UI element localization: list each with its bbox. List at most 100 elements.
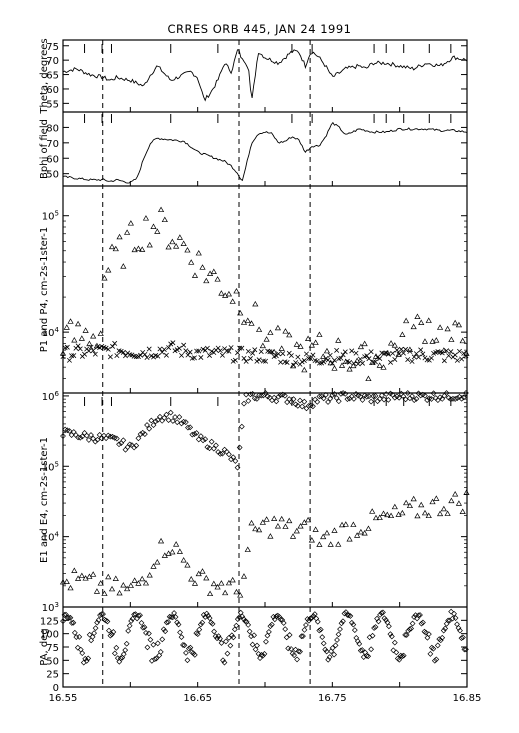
point-e4: [120, 582, 127, 588]
pa-point: [95, 617, 102, 623]
point-e1: [256, 392, 262, 399]
point-e4: [331, 527, 338, 533]
pa-point: [430, 645, 437, 652]
point-p1: [114, 353, 120, 359]
pa-point: [60, 618, 66, 625]
point-p4: [199, 264, 206, 270]
point-e1: [385, 396, 392, 403]
pa-point: [246, 628, 253, 635]
point-p1: [308, 356, 314, 362]
point-e4: [440, 505, 447, 512]
point-p1: [321, 359, 327, 365]
pa-point: [331, 651, 337, 658]
point-p1: [439, 350, 445, 356]
point-p1: [385, 351, 391, 357]
point-e1: [346, 395, 353, 402]
pa-point: [445, 617, 452, 624]
point-e4: [71, 567, 78, 573]
pa-point: [197, 621, 204, 628]
ytick-label-pa-3: 75: [46, 643, 59, 654]
point-e1: [254, 396, 260, 402]
point-e1: [383, 391, 390, 397]
point-p1: [142, 351, 148, 357]
point-p1: [284, 360, 290, 365]
point-e4: [304, 516, 312, 523]
point-p1: [207, 353, 212, 358]
point-e4: [135, 580, 142, 586]
point-e1: [60, 433, 66, 439]
pa-point: [323, 648, 330, 655]
point-e1: [327, 395, 334, 402]
point-p4: [78, 335, 85, 341]
pa-point: [106, 627, 112, 634]
point-p1: [454, 357, 460, 363]
pa-point: [258, 651, 265, 658]
pa-point: [295, 648, 302, 655]
pa-point: [159, 636, 166, 643]
pa-point: [354, 638, 361, 645]
pa-point: [255, 650, 262, 657]
pa-point: [154, 640, 161, 647]
point-e4: [131, 577, 138, 583]
ylabel-pa: PA, deg: [39, 628, 50, 665]
point-e1: [277, 392, 284, 398]
point-e1: [316, 393, 323, 400]
point-e4: [335, 541, 342, 547]
pa-point: [89, 634, 96, 640]
point-e1: [187, 424, 194, 431]
pa-point: [113, 644, 120, 651]
point-p1: [267, 349, 273, 355]
point-e4: [384, 511, 391, 518]
point-p4: [312, 339, 319, 345]
pa-point: [76, 633, 83, 640]
point-e4: [59, 578, 67, 585]
pa-point: [289, 650, 296, 657]
point-e4: [116, 589, 123, 596]
point-p4: [225, 290, 233, 297]
pa-point: [140, 624, 146, 631]
point-e1: [443, 390, 450, 396]
point-e1: [269, 397, 275, 404]
point-p4: [440, 347, 447, 353]
point-p4: [255, 326, 263, 332]
pa-point: [117, 655, 124, 662]
point-e1: [310, 403, 316, 410]
pa-point: [248, 633, 255, 640]
pa-point: [144, 644, 151, 651]
point-p4: [421, 338, 429, 344]
point-e4: [105, 573, 112, 580]
pa-point: [393, 649, 400, 656]
point-p4: [429, 338, 436, 344]
pa-point: [437, 637, 444, 644]
point-e1: [335, 398, 342, 405]
point-p4: [188, 259, 195, 265]
point-p4: [271, 348, 278, 355]
point-e1: [404, 390, 411, 396]
point-p1: [310, 352, 316, 358]
point-p1: [241, 355, 247, 361]
point-e1: [189, 431, 196, 438]
point-e4: [206, 590, 214, 597]
point-e4: [90, 571, 97, 577]
point-e1: [135, 435, 142, 442]
ytick-label-theta-1: 60: [46, 85, 59, 96]
pa-point: [107, 632, 114, 639]
point-e4: [146, 572, 153, 578]
point-e4: [365, 525, 372, 531]
pa-point: [451, 610, 457, 617]
point-e1: [236, 444, 243, 451]
pa-point: [424, 634, 431, 641]
point-e4: [180, 557, 187, 563]
point-p1: [428, 355, 434, 361]
point-e4: [218, 580, 225, 586]
point-e4: [387, 512, 395, 519]
pa-point: [300, 633, 306, 639]
point-e1: [94, 436, 101, 443]
pa-point: [150, 641, 157, 648]
pa-point: [264, 632, 271, 639]
point-e4: [267, 533, 274, 539]
point-e4: [372, 514, 380, 521]
pa-point: [457, 627, 463, 634]
point-e4: [93, 588, 101, 594]
point-p4: [274, 324, 282, 331]
